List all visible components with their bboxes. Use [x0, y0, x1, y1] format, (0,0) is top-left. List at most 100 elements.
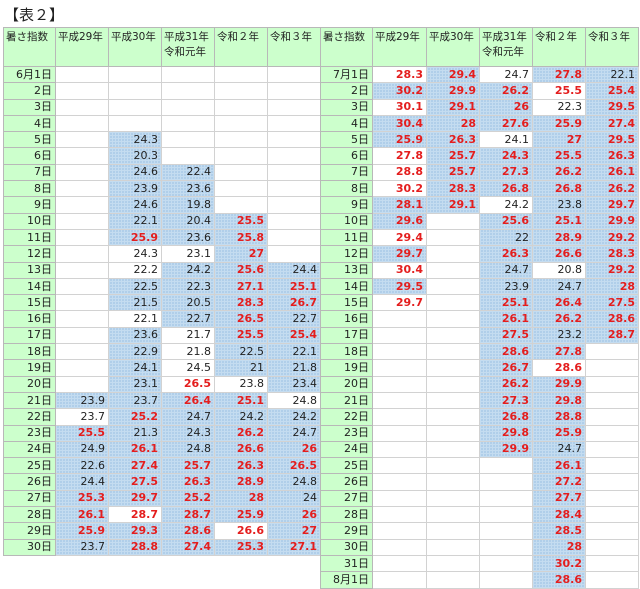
heat-index-cell: 24.1	[108, 359, 162, 377]
heat-index-cell: 22.7	[161, 310, 215, 328]
date-cell: 23日	[3, 424, 56, 442]
table-row: 7日 28.8 25.7 27.3 26.2 26.1	[320, 163, 639, 182]
heat-index-cell: 29.1	[426, 196, 480, 214]
heat-index-cell	[267, 65, 321, 84]
heat-index-table-june: 暑さ指数 平成29年 平成30年 平成31年 令和元年 令和２年 令和３年 6月1日 2日 3…	[3, 27, 321, 556]
heat-index-cell: 21.5	[108, 294, 162, 312]
heat-index-cell: 29.9	[426, 82, 480, 100]
date-cell: 18日	[320, 343, 373, 361]
heat-index-cell	[214, 147, 268, 165]
heat-index-cell	[108, 82, 162, 100]
heat-index-cell: 27.4	[161, 538, 215, 556]
date-cell: 9日	[320, 196, 373, 214]
heat-index-cell: 26.2	[532, 163, 586, 182]
heat-index-cell	[55, 277, 109, 296]
heat-index-cell	[426, 440, 480, 459]
heat-index-cell: 25.9	[55, 522, 109, 540]
heat-index-cell: 28.6	[161, 522, 215, 540]
heat-index-cell	[214, 180, 268, 198]
heat-index-cell: 19.8	[161, 196, 215, 214]
date-cell: 19日	[3, 359, 56, 377]
heat-index-cell: 26.8	[479, 408, 533, 426]
heat-index-cell: 25.9	[108, 228, 162, 247]
heat-index-cell	[479, 506, 533, 524]
date-cell: 31日	[320, 554, 373, 573]
heat-index-cell: 22.3	[161, 277, 215, 296]
heat-index-cell	[55, 212, 109, 230]
heat-index-cell: 23.9	[55, 391, 109, 410]
heat-index-cell: 20.5	[161, 294, 215, 312]
heat-index-cell	[426, 408, 480, 426]
date-cell: 19日	[320, 359, 373, 377]
table-row: 7月1日 28.3 29.4 24.7 27.8 22.1	[320, 65, 639, 84]
heat-index-cell	[585, 554, 639, 573]
header-row: 暑さ指数 平成29年 平成30年 平成31年 令和元年 令和２年 令和３年	[320, 27, 639, 67]
heat-index-cell	[267, 180, 321, 198]
heat-index-cell: 28.7	[585, 326, 639, 345]
heat-index-cell	[479, 489, 533, 508]
heat-index-cell	[55, 98, 109, 116]
date-cell: 10日	[3, 212, 56, 230]
heat-index-cell	[426, 457, 480, 475]
heat-index-cell: 28.8	[532, 408, 586, 426]
date-cell: 27日	[320, 489, 373, 508]
date-cell: 5日	[3, 131, 56, 149]
heat-index-cell: 29.7	[372, 294, 427, 312]
heat-index-cell: 26.3	[426, 131, 480, 149]
table-row: 9日 28.1 29.1 24.2 23.8 29.7	[320, 196, 639, 214]
heat-index-cell: 26.1	[108, 440, 162, 459]
heat-index-cell: 22.3	[532, 98, 586, 116]
heat-index-cell: 26.6	[214, 440, 268, 459]
date-cell: 10日	[320, 212, 373, 230]
heat-index-cell	[108, 114, 162, 133]
heat-index-cell	[55, 294, 109, 312]
date-cell: 14日	[3, 277, 56, 296]
date-cell: 8日	[3, 180, 56, 198]
heat-index-cell: 28	[426, 114, 480, 133]
heat-index-cell	[426, 228, 480, 247]
heat-index-cell	[372, 457, 427, 475]
heat-index-cell	[426, 554, 480, 573]
date-cell: 28日	[320, 506, 373, 524]
heat-index-cell: 22.5	[108, 277, 162, 296]
heat-index-cell	[55, 326, 109, 345]
heat-index-cell	[426, 506, 480, 524]
heat-index-cell	[55, 147, 109, 165]
heat-index-cell: 22.1	[108, 212, 162, 230]
heat-index-cell	[55, 163, 109, 182]
heat-index-cell: 27.4	[585, 114, 639, 133]
heat-index-cell: 25.5	[214, 326, 268, 345]
heat-index-cell	[55, 196, 109, 214]
heat-index-cell	[479, 457, 533, 475]
heat-index-cell: 23.8	[532, 196, 586, 214]
heat-index-cell: 27.7	[532, 489, 586, 508]
column-header-year: 令和２年	[214, 27, 268, 67]
heat-index-cell: 24.1	[479, 131, 533, 149]
heat-index-cell: 26.5	[214, 310, 268, 328]
table-title: 【表２】	[4, 6, 65, 24]
heat-index-cell	[426, 310, 480, 328]
heat-index-cell: 28	[214, 489, 268, 508]
heat-index-cell	[108, 98, 162, 116]
heat-index-cell: 26.2	[532, 310, 586, 328]
heat-index-cell	[267, 245, 321, 263]
heat-index-cell	[479, 473, 533, 491]
heat-index-cell: 29.9	[585, 212, 639, 230]
heat-index-cell: 25.7	[161, 457, 215, 475]
table-row: 19日 24.1 24.5 21 21.8	[3, 359, 321, 377]
heat-index-cell: 21.8	[161, 343, 215, 361]
heat-index-cell	[426, 359, 480, 377]
heat-index-cell: 23.7	[55, 408, 109, 426]
heat-index-cell: 29.8	[532, 391, 586, 410]
heat-index-cell: 30.2	[372, 180, 427, 198]
date-cell: 22日	[3, 408, 56, 426]
date-cell: 21日	[320, 391, 373, 410]
heat-index-cell	[267, 147, 321, 165]
heat-index-cell: 24.7	[532, 440, 586, 459]
table-row: 30日 28	[320, 538, 639, 556]
heat-index-cell	[372, 375, 427, 393]
heat-index-cell	[479, 522, 533, 540]
date-cell: 3日	[320, 98, 373, 116]
heat-index-cell: 29.6	[372, 212, 427, 230]
heat-index-cell	[161, 131, 215, 149]
